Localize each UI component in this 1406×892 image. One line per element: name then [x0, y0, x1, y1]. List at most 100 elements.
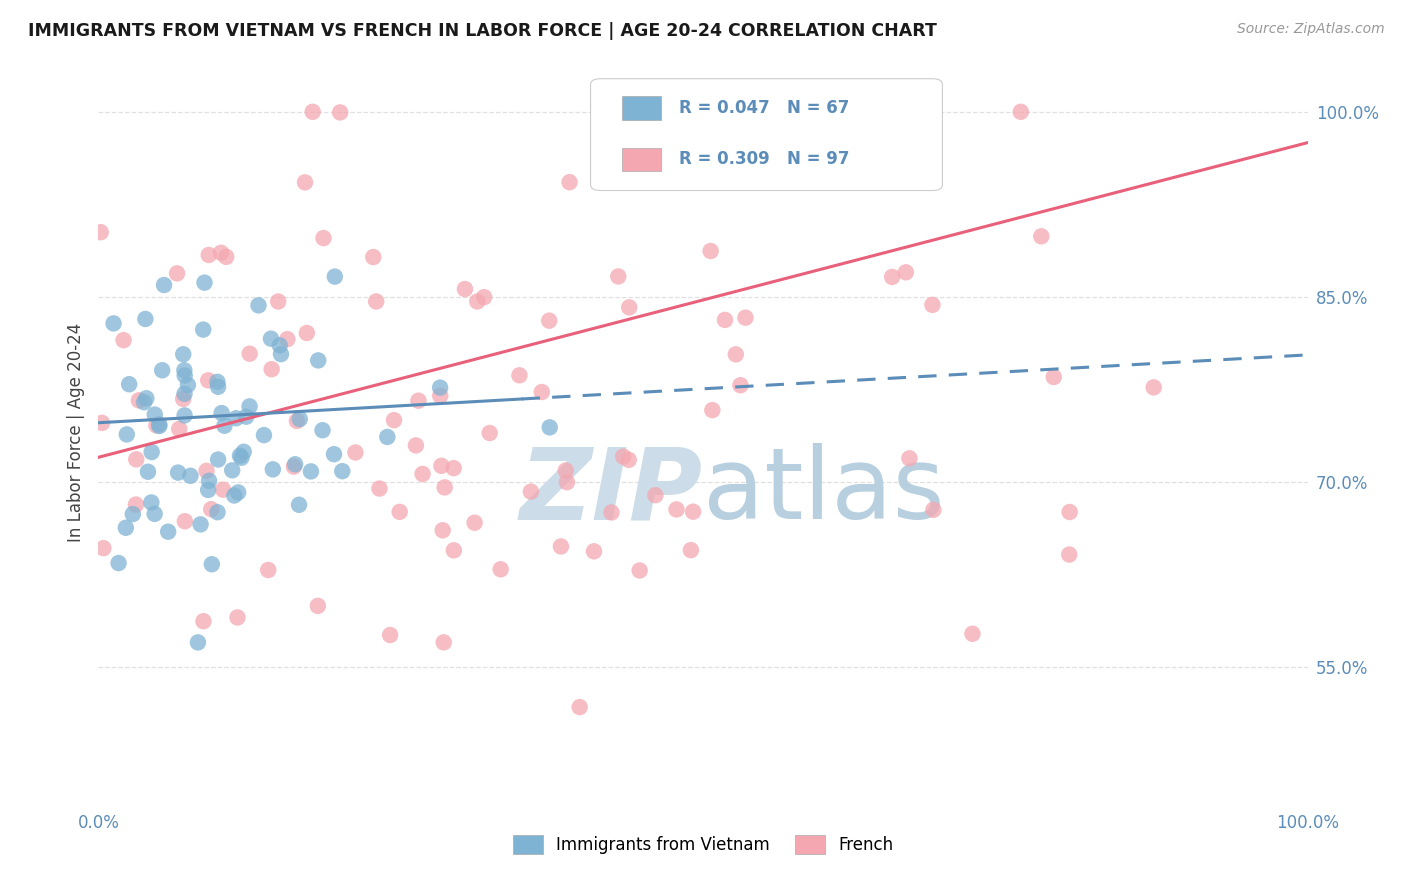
Point [93, 541, 115, 556]
Point [568, 700, 591, 714]
Point [368, 482, 391, 496]
Point [582, 544, 605, 558]
Point [107, 556, 129, 570]
Point [628, 564, 651, 578]
Point [702, 403, 724, 417]
Point [239, 347, 262, 361]
FancyBboxPatch shape [621, 147, 661, 171]
Point [361, 250, 384, 264]
Point [734, 310, 756, 325]
Point [187, 635, 209, 649]
Point [433, 635, 456, 649]
Point [207, 452, 229, 467]
Point [882, 269, 904, 284]
Point [307, 599, 329, 613]
Point [173, 368, 195, 383]
Point [433, 480, 456, 494]
Point [267, 294, 290, 309]
Point [207, 380, 229, 394]
Point [226, 485, 249, 500]
Text: R = 0.047   N = 67: R = 0.047 N = 67 [679, 99, 849, 118]
Point [215, 250, 238, 264]
Point [288, 498, 311, 512]
Point [665, 502, 688, 516]
Point [145, 418, 167, 433]
Point [148, 419, 170, 434]
Point [143, 408, 166, 422]
Point [132, 395, 155, 409]
Point [167, 466, 190, 480]
Point [229, 449, 252, 463]
Point [190, 517, 212, 532]
Point [285, 414, 308, 428]
Point [429, 389, 451, 403]
Point [193, 322, 215, 336]
Point [388, 505, 411, 519]
Point [730, 378, 752, 392]
Point [141, 445, 163, 459]
Point [301, 104, 323, 119]
Point [323, 447, 346, 461]
Point [197, 373, 219, 387]
Point [323, 269, 346, 284]
Point [294, 175, 316, 189]
Point [270, 347, 292, 361]
Point [699, 244, 721, 258]
Point [253, 428, 276, 442]
Point [200, 502, 222, 516]
Point [260, 332, 283, 346]
Point [443, 461, 465, 475]
Point [714, 313, 737, 327]
Point [465, 294, 488, 309]
FancyBboxPatch shape [591, 78, 942, 191]
Point [600, 505, 623, 519]
Point [921, 298, 943, 312]
Point [121, 507, 143, 521]
Point [128, 393, 150, 408]
Point [225, 411, 247, 425]
Point [115, 427, 138, 442]
Point [193, 614, 215, 628]
Point [284, 457, 307, 471]
Point [195, 464, 218, 478]
Point [141, 495, 163, 509]
Point [619, 301, 641, 315]
Point [125, 452, 148, 467]
Text: ZIP: ZIP [520, 443, 703, 541]
Point [558, 175, 581, 189]
Point [307, 353, 329, 368]
Point [464, 516, 486, 530]
Point [177, 378, 200, 392]
Point [173, 514, 195, 528]
Y-axis label: In Labor Force | Age 20-24: In Labor Force | Age 20-24 [66, 323, 84, 542]
Point [894, 265, 917, 279]
Point [1057, 548, 1080, 562]
Point [118, 377, 141, 392]
Point [612, 450, 634, 464]
Point [166, 266, 188, 280]
Point [911, 113, 934, 128]
Point [269, 338, 291, 352]
Point [125, 498, 148, 512]
Point [247, 298, 270, 312]
Point [103, 317, 125, 331]
Point [153, 278, 176, 293]
Point [644, 488, 666, 502]
Point [283, 459, 305, 474]
Point [226, 610, 249, 624]
Point [478, 425, 501, 440]
Point [429, 381, 451, 395]
Point [432, 524, 454, 538]
Point [172, 347, 194, 361]
Point [530, 384, 553, 399]
Point [262, 462, 284, 476]
Point [179, 468, 201, 483]
Point [724, 347, 747, 361]
Point [472, 290, 495, 304]
Point [538, 313, 561, 327]
Point [136, 465, 159, 479]
Text: R = 0.309   N = 97: R = 0.309 N = 97 [679, 151, 849, 169]
Point [679, 543, 702, 558]
Point [207, 505, 229, 519]
Point [682, 505, 704, 519]
